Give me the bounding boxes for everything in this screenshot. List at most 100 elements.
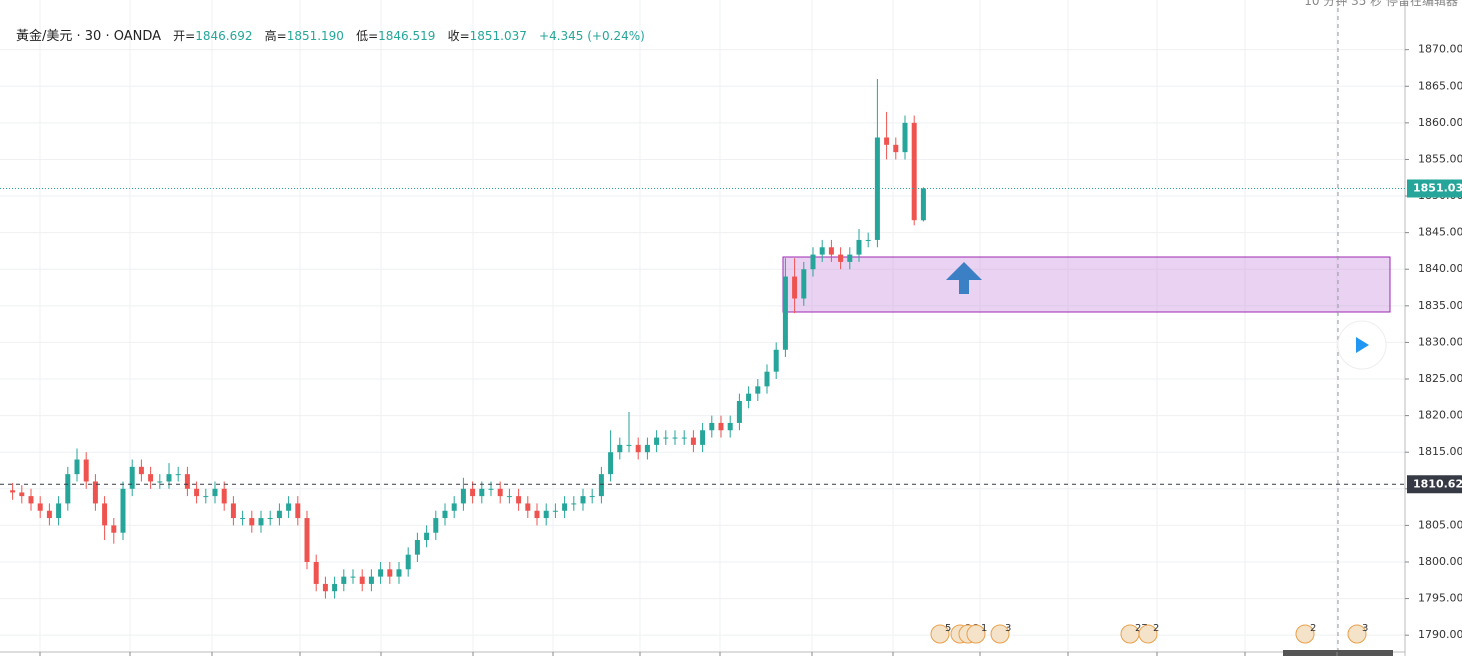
candle-body (92, 481, 98, 504)
y-tick-label: 1865.00 (1418, 79, 1462, 92)
candle-body (488, 488, 494, 490)
candle-body (635, 444, 641, 453)
candle-body (304, 518, 310, 562)
candle-body (506, 496, 512, 498)
candle-body (580, 496, 586, 504)
candle-body (562, 503, 568, 511)
candle-body (534, 510, 540, 519)
event-icon[interactable] (1295, 624, 1315, 644)
candle-body (138, 466, 144, 475)
candle-body (249, 518, 255, 526)
y-tick-label: 1870.00 (1418, 43, 1462, 56)
candle-body (690, 437, 696, 445)
candle-body (332, 583, 338, 592)
candle-body (433, 518, 439, 533)
candle-body (792, 276, 798, 299)
candle-body (893, 144, 899, 153)
event-icon[interactable] (990, 624, 1010, 644)
crosshair-time-box (1283, 650, 1393, 656)
y-tick-label: 1830.00 (1418, 335, 1462, 348)
candle-body (847, 254, 853, 262)
candle-body (74, 459, 80, 475)
candle-body (746, 393, 752, 401)
candle-body (10, 490, 16, 493)
y-tick-label: 1820.00 (1418, 409, 1462, 422)
candle-body (874, 137, 880, 240)
change-value: +4.345 (+0.24%) (539, 29, 645, 43)
candle-body (856, 239, 862, 255)
candle-body (267, 518, 273, 520)
candle-body (571, 503, 577, 505)
candle-body (516, 496, 522, 504)
candle-body (102, 503, 108, 526)
candle-body (525, 503, 531, 511)
candle-body (598, 474, 604, 497)
candle-body (276, 510, 282, 519)
candle-body (322, 583, 328, 592)
candle-body (755, 386, 761, 394)
candle-body (709, 422, 715, 431)
candle-body (626, 444, 632, 446)
candle-body (764, 371, 770, 387)
event-count: 3 (1362, 623, 1368, 634)
event-icon[interactable] (966, 624, 986, 644)
candle-body (313, 561, 319, 584)
candle-body (663, 437, 669, 439)
candle-body (65, 474, 71, 504)
event-icon[interactable] (930, 624, 950, 644)
candle-body (470, 488, 476, 497)
candle-body (37, 503, 43, 511)
candle-body (700, 430, 706, 445)
candle-body (773, 349, 779, 372)
event-icon[interactable] (1347, 624, 1367, 644)
candle-body (810, 254, 816, 270)
candle-body (414, 540, 420, 555)
y-tick-label: 1800.00 (1418, 555, 1462, 568)
high-key: 高= (264, 29, 287, 43)
candle-body (194, 488, 200, 497)
candle-body (654, 437, 660, 445)
candle-body (166, 474, 172, 482)
candle-body (608, 452, 614, 475)
arrow-up[interactable] (946, 262, 982, 294)
candle-body (230, 503, 236, 519)
candle-body (884, 137, 890, 145)
event-icon[interactable] (1138, 624, 1158, 644)
symbol: 黃金/美元 · 30 · OANDA (16, 29, 162, 44)
candle-body (129, 466, 135, 489)
zone-box[interactable] (782, 256, 1391, 313)
candle-body (736, 400, 742, 423)
low-key: 低= (356, 29, 379, 43)
close-key: 收= (447, 29, 470, 43)
candle-body (552, 510, 558, 512)
y-tick-label: 1860.00 (1418, 116, 1462, 129)
candle-body (819, 247, 825, 255)
candle-body (672, 437, 678, 439)
candle-body (451, 503, 457, 511)
candle-body (838, 254, 844, 262)
candle-body (378, 569, 384, 577)
candle-body (19, 492, 25, 497)
candle-body (350, 576, 356, 578)
candle-body (617, 444, 623, 453)
candle-body (782, 276, 788, 350)
legend: 黃金/美元 · 30 · OANDA 开=1846.692 高=1851.190… (16, 25, 645, 44)
candle-body (405, 554, 411, 570)
candle-body (28, 496, 34, 504)
y-tick-label: 1835.00 (1418, 299, 1462, 312)
candle-body (46, 510, 52, 519)
candle-body (442, 510, 448, 519)
play-icon (1356, 337, 1369, 353)
candle-body (157, 481, 163, 483)
candle-body (828, 247, 834, 255)
candle-body (111, 525, 117, 533)
candle-body (286, 503, 292, 511)
candle-body (920, 188, 926, 221)
price-label-box (1407, 179, 1462, 198)
candle-body (644, 444, 650, 453)
candle-body (497, 488, 503, 497)
candle-body (460, 488, 466, 504)
candle-body (396, 569, 402, 577)
